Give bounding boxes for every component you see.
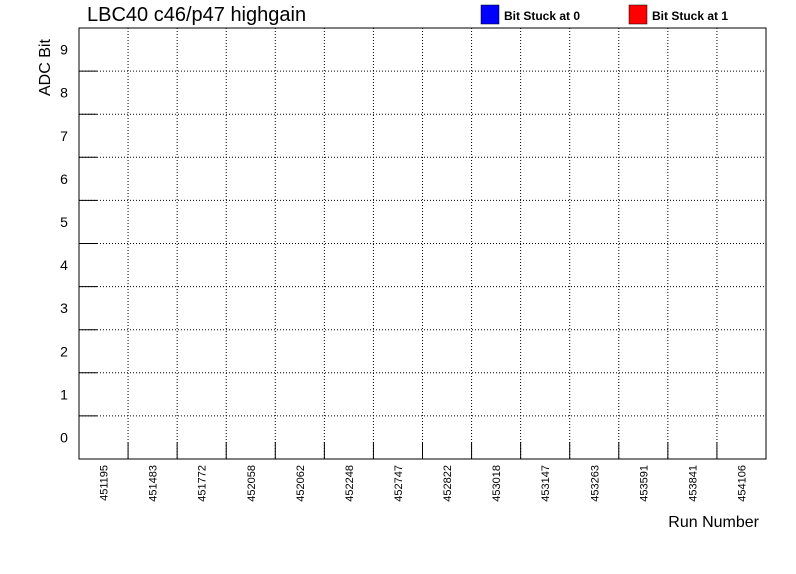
plot-area: 0 1 2 3 4 5 6 7 8 9 451195 451483 451772 452058 452062…: [60, 27, 767, 502]
x-tick-label: 452822: [442, 465, 454, 502]
x-tick-label: 451772: [197, 465, 209, 502]
y-tick-label: 6: [60, 171, 68, 187]
x-tick-label: 453018: [491, 465, 503, 502]
x-tick-label: 453147: [540, 465, 552, 502]
y-tick-label: 0: [60, 429, 68, 445]
x-tick-label: 453841: [687, 465, 699, 502]
x-tick-label: 453591: [638, 465, 650, 502]
x-tick-label: 453263: [589, 465, 601, 502]
x-tick-label: 452062: [295, 465, 307, 502]
x-tick-label: 452058: [246, 465, 258, 502]
legend-label-stuck-1: Bit Stuck at 1: [652, 9, 728, 23]
y-tick-label: 9: [60, 42, 68, 58]
x-tick-label: 452747: [393, 465, 405, 502]
x-axis-label: Run Number: [668, 514, 759, 531]
legend-swatch-stuck-1: [628, 4, 648, 25]
x-tick-label: 454106: [736, 465, 748, 502]
y-tick-label: 8: [60, 85, 68, 101]
x-tick-label: 451483: [148, 465, 160, 502]
y-tick-label: 5: [60, 214, 68, 230]
y-tick-label: 7: [60, 128, 68, 144]
x-tick-label: 451195: [99, 465, 111, 501]
legend-label-stuck-0: Bit Stuck at 0: [504, 9, 580, 23]
y-tick-label: 2: [60, 343, 68, 359]
y-axis-label: ADC Bit: [37, 39, 54, 96]
y-tick-label: 3: [60, 300, 68, 316]
y-tick-label: 4: [60, 257, 68, 273]
chart-title: LBC40 c46/p47 highgain: [87, 4, 306, 26]
legend-swatch-stuck-0: [480, 4, 500, 25]
x-tick-label: 452248: [344, 465, 356, 502]
y-tick-label: 1: [60, 386, 68, 402]
